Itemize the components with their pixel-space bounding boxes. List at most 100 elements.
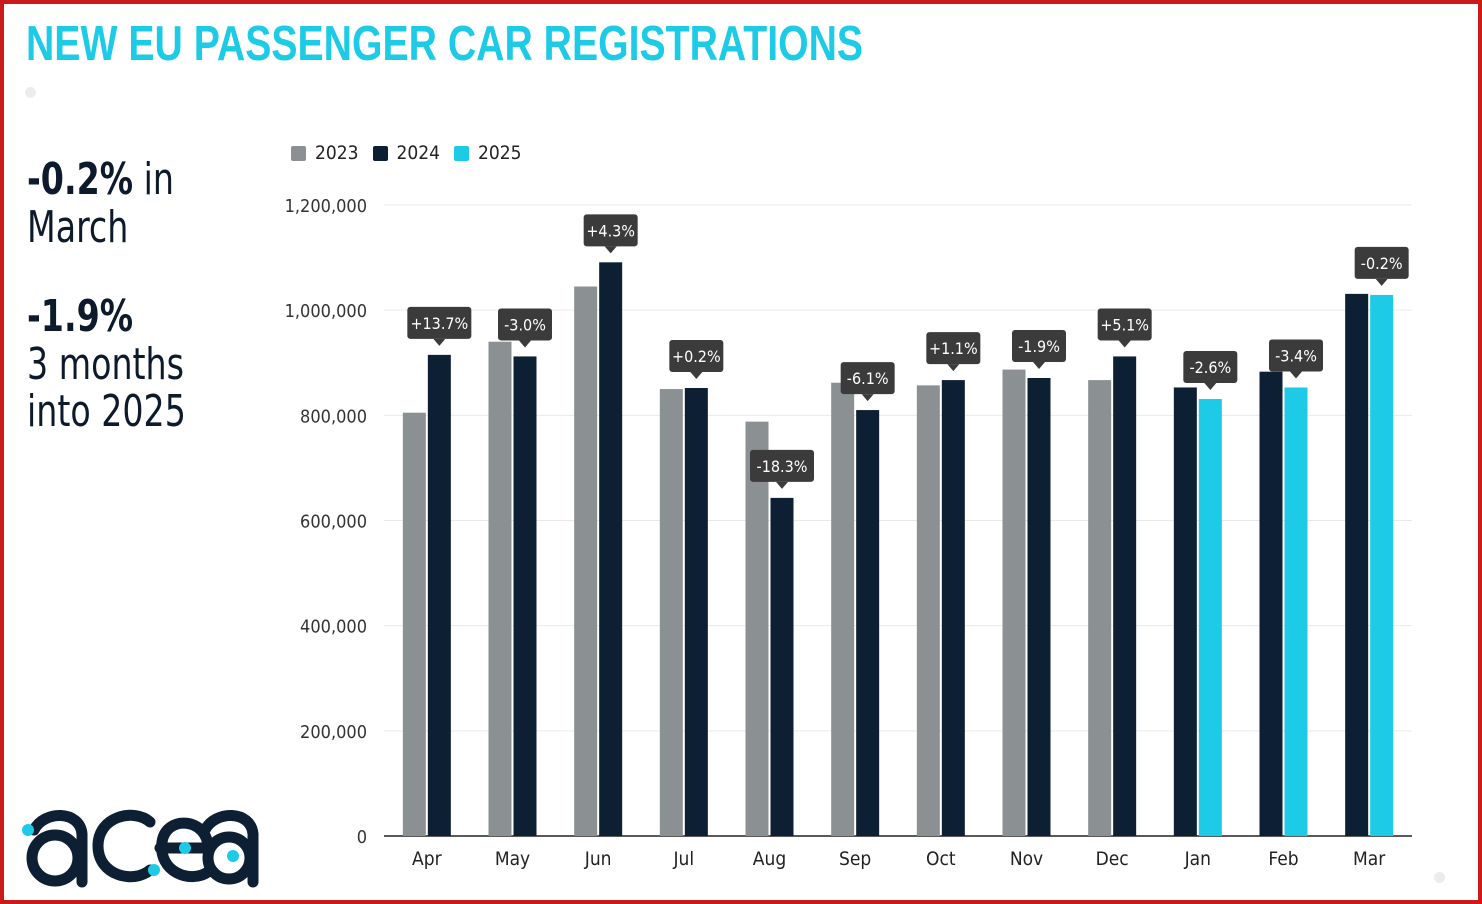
callout-pointer bbox=[1290, 371, 1302, 379]
bar-2024-apr bbox=[427, 354, 451, 836]
y-tick-label: 0 bbox=[357, 827, 367, 848]
bar-2023-jun bbox=[574, 286, 598, 837]
callout-label: -1.9% bbox=[1018, 337, 1060, 356]
callout-pointer bbox=[433, 338, 446, 346]
callout-pointer bbox=[690, 371, 703, 379]
bar-2023-oct bbox=[916, 385, 940, 836]
y-tick-label: 200,000 bbox=[300, 722, 367, 743]
summary-march-pct: -0.2% bbox=[27, 154, 134, 205]
bar-2025-feb bbox=[1284, 387, 1308, 836]
x-tick-label: Sep bbox=[839, 848, 871, 870]
decorative-dot bbox=[25, 87, 36, 98]
x-tick-label: Dec bbox=[1096, 848, 1129, 870]
bar-2024-nov bbox=[1027, 377, 1051, 836]
callout-box bbox=[750, 449, 814, 482]
callout-pointer bbox=[604, 246, 617, 254]
legend-label-2025: 2025 bbox=[478, 142, 522, 164]
bar-2023-sep bbox=[831, 382, 855, 836]
callout-label: -0.2% bbox=[1361, 254, 1403, 273]
callout-pointer bbox=[1204, 383, 1217, 391]
callout-box bbox=[926, 332, 981, 365]
callout-label: +5.1% bbox=[1100, 315, 1149, 334]
callout-label: +0.2% bbox=[672, 347, 721, 366]
x-tick-label: Jun bbox=[584, 848, 612, 870]
callout-pointer bbox=[861, 394, 874, 402]
bar-2023-dec bbox=[1088, 380, 1112, 836]
y-tick-label: 400,000 bbox=[300, 617, 367, 638]
y-tick-label: 800,000 bbox=[300, 406, 367, 427]
x-tick-label: Feb bbox=[1268, 848, 1298, 870]
callout-pointer bbox=[947, 364, 960, 372]
legend-label-2023: 2023 bbox=[315, 142, 359, 164]
bar-2023-nov bbox=[1002, 369, 1026, 836]
bar-2023-jul bbox=[659, 389, 683, 836]
bar-2024-feb bbox=[1259, 371, 1283, 836]
summary-ytd: -1.9% 3 months into 2025 bbox=[27, 293, 216, 436]
callout-pointer bbox=[1375, 278, 1388, 286]
callout-label: -18.3% bbox=[757, 457, 808, 476]
callout-box bbox=[1012, 329, 1066, 362]
bar-2024-jul bbox=[684, 387, 708, 836]
chart-legend: 2023 2024 2025 bbox=[291, 142, 522, 164]
x-tick-label: Apr bbox=[412, 848, 443, 870]
x-tick-label: Mar bbox=[1353, 848, 1386, 870]
callout-label: -3.0% bbox=[504, 315, 546, 334]
summary-march: -0.2% in March bbox=[27, 156, 202, 251]
x-tick-label: Jan bbox=[1184, 848, 1211, 870]
x-tick-label: Jul bbox=[673, 848, 695, 870]
callout-pointer bbox=[1033, 361, 1045, 369]
bar-2023-may bbox=[488, 341, 512, 836]
callout-box bbox=[669, 339, 724, 372]
callout-box bbox=[1097, 308, 1152, 341]
bar-2025-mar bbox=[1370, 294, 1394, 837]
callout-box bbox=[1183, 351, 1238, 384]
bar-2024-may bbox=[513, 356, 537, 836]
x-tick-label: May bbox=[495, 848, 530, 870]
bar-2024-oct bbox=[941, 380, 965, 836]
callout-box bbox=[498, 308, 552, 341]
callout-label: -6.1% bbox=[847, 369, 889, 388]
legend-swatch-2023 bbox=[291, 145, 306, 161]
legend-item-2025: 2025 bbox=[454, 142, 522, 164]
y-tick-label: 1,000,000 bbox=[285, 301, 367, 322]
x-tick-label: Aug bbox=[753, 848, 786, 870]
legend-item-2023: 2023 bbox=[291, 142, 359, 164]
callout-pointer bbox=[1118, 340, 1131, 348]
page-title: NEW EU PASSENGER CAR REGISTRATIONS bbox=[26, 17, 864, 71]
callout-box bbox=[407, 306, 472, 339]
summary-ytd-line2: into 2025 bbox=[27, 386, 186, 438]
callout-box bbox=[840, 362, 895, 395]
summary-march-label: March bbox=[27, 201, 129, 253]
callout-box bbox=[583, 214, 638, 247]
callout-label: +13.7% bbox=[410, 314, 468, 333]
bar-2024-dec bbox=[1113, 356, 1137, 836]
decorative-dot bbox=[1434, 872, 1445, 883]
acea-logo: acea bbox=[22, 809, 259, 888]
x-tick-label: Nov bbox=[1010, 848, 1043, 870]
legend-item-2024: 2024 bbox=[372, 142, 441, 164]
legend-swatch-2025 bbox=[454, 145, 469, 161]
summary-march-in: in bbox=[133, 154, 174, 205]
bar-2025-jan bbox=[1198, 399, 1222, 836]
callout-label: -3.4% bbox=[1275, 346, 1317, 365]
x-tick-label: Oct bbox=[926, 848, 956, 870]
callout-label: -2.6% bbox=[1189, 358, 1231, 377]
callout-pointer bbox=[776, 481, 788, 489]
legend-label-2024: 2024 bbox=[396, 142, 441, 164]
bar-2024-mar bbox=[1345, 293, 1369, 836]
bar-2023-apr bbox=[402, 412, 426, 836]
callout-label: +1.1% bbox=[929, 339, 978, 358]
y-tick-label: 1,200,000 bbox=[285, 196, 367, 217]
bar-2023-aug bbox=[745, 421, 769, 836]
summary-ytd-line1: 3 months bbox=[27, 338, 184, 390]
callout-pointer bbox=[519, 340, 531, 348]
callout-label: +4.3% bbox=[586, 221, 635, 240]
callout-box bbox=[1354, 246, 1409, 279]
summary-ytd-pct: -1.9% bbox=[27, 291, 134, 342]
y-tick-label: 600,000 bbox=[300, 512, 367, 533]
bar-2024-sep bbox=[856, 410, 880, 836]
bar-2024-jan bbox=[1173, 387, 1197, 836]
bar-2024-aug bbox=[770, 497, 794, 836]
